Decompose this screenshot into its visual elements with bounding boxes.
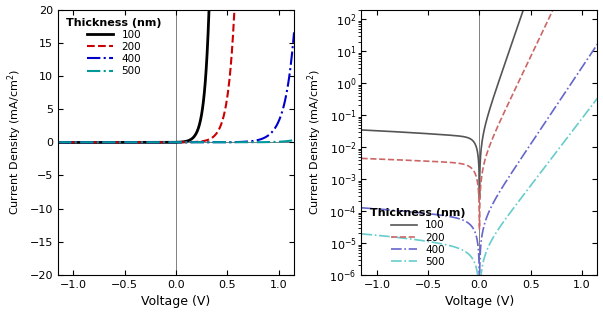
Y-axis label: Current Density (mA/cm$^2$): Current Density (mA/cm$^2$) [305, 69, 324, 215]
Y-axis label: Current Density (mA/cm$^2$): Current Density (mA/cm$^2$) [5, 69, 24, 215]
Legend: 100, 200, 400, 500: 100, 200, 400, 500 [367, 205, 469, 270]
X-axis label: Voltage (V): Voltage (V) [142, 295, 210, 308]
Legend: 100, 200, 400, 500: 100, 200, 400, 500 [63, 15, 165, 79]
X-axis label: Voltage (V): Voltage (V) [445, 295, 514, 308]
